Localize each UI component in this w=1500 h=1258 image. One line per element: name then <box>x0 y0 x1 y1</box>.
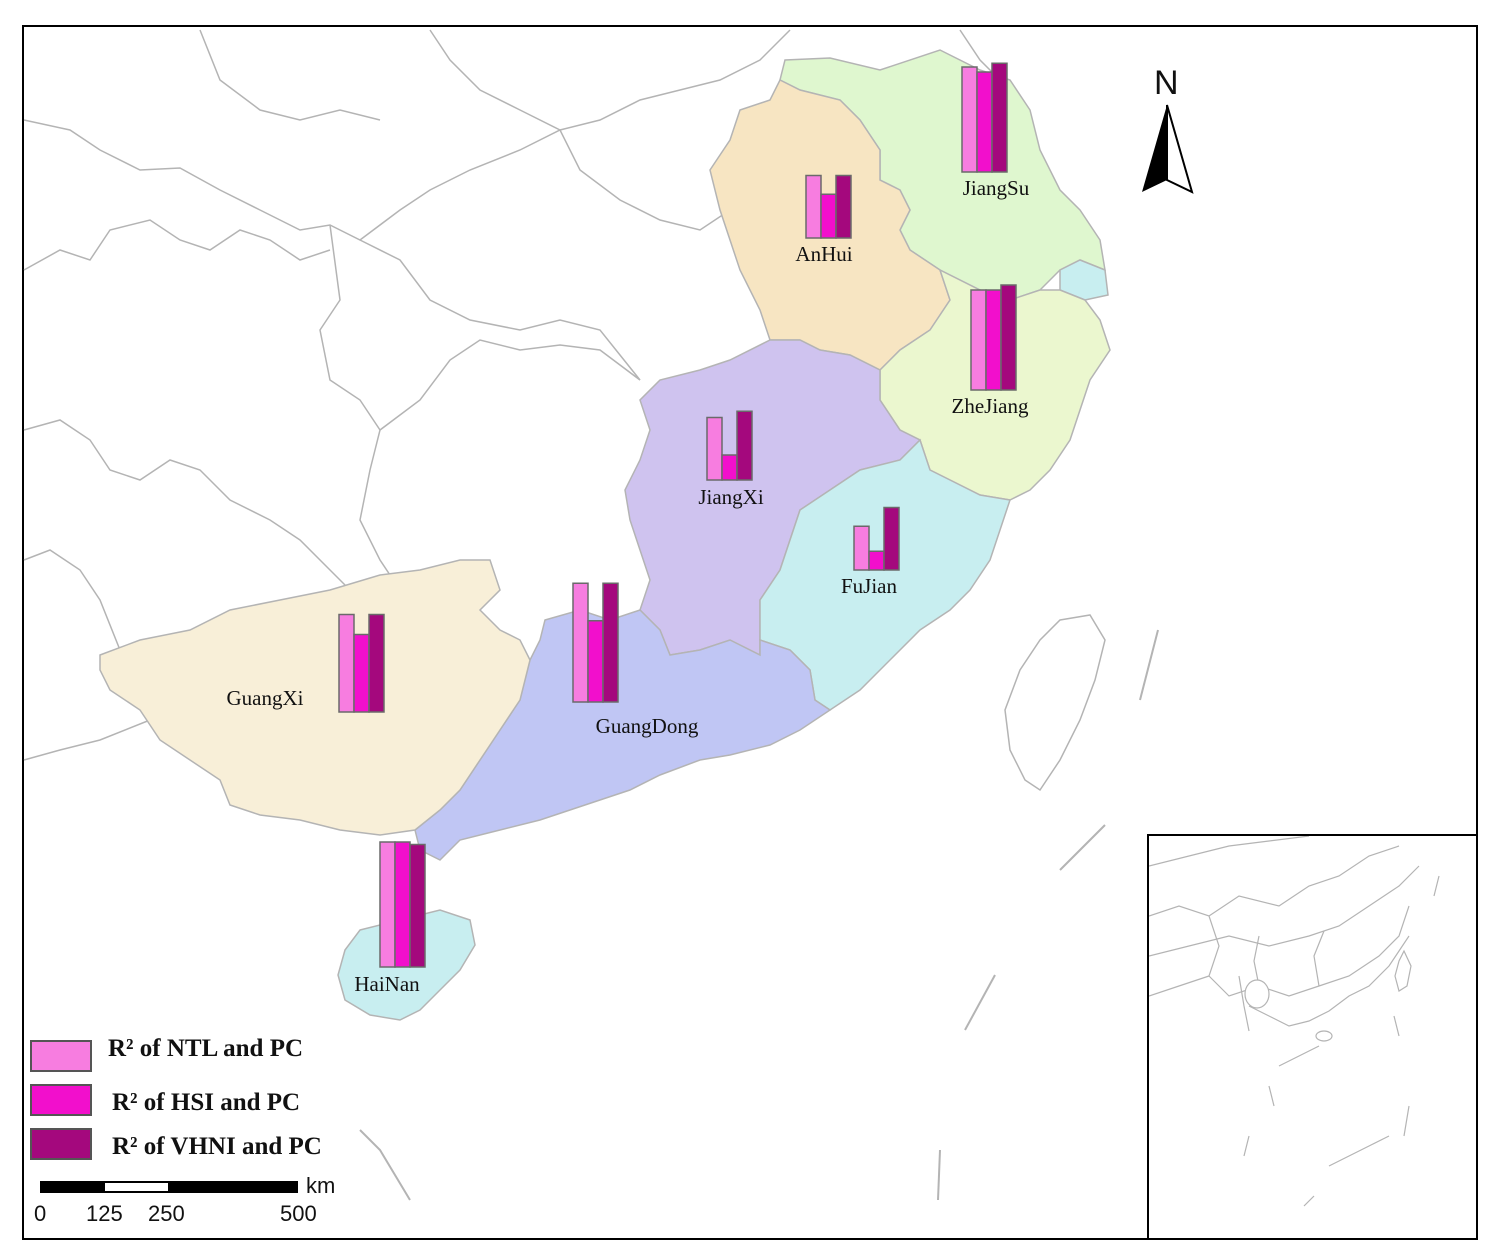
bar-fujian-vhni <box>883 506 900 571</box>
inset-map-outline <box>1149 836 1440 1207</box>
bar-guangxi-ntl <box>338 613 355 713</box>
bar-guangxi-hsi <box>353 633 370 713</box>
bar-zhejiang-ntl <box>970 289 987 391</box>
bars-layer <box>338 62 1017 968</box>
label-guangdong: GuangDong <box>596 714 699 738</box>
bar-zhejiang-vhni <box>1000 284 1017 391</box>
legend-swatch-vhni <box>30 1128 92 1160</box>
scale-tick-0: 0 <box>34 1201 47 1226</box>
province-labels: JiangSu AnHui ZheJiang JiangXi FuJian Gu… <box>227 176 1030 996</box>
guangxi-region[interactable] <box>99 559 531 836</box>
bar-anhui-hsi <box>820 193 837 239</box>
label-fujian: FuJian <box>841 574 898 598</box>
taiwan-outline <box>1004 614 1106 792</box>
sea-lines <box>359 629 1159 1201</box>
bar-guangdong-vhni <box>602 582 619 703</box>
legend-label-ntl: R² of NTL and PC <box>108 1035 304 1062</box>
bar-anhui-vhni <box>835 174 852 239</box>
bar-guangxi-vhni <box>368 613 385 713</box>
north-label: N <box>1154 64 1179 102</box>
scale-bar-graphic <box>40 1181 298 1193</box>
scale-tick-500: 500 <box>280 1201 317 1226</box>
label-hainan: HaiNan <box>354 972 420 996</box>
background-borders <box>23 29 1001 761</box>
label-zhejiang: ZheJiang <box>952 394 1029 418</box>
bar-jiangsu-hsi <box>976 71 993 173</box>
bar-hainan-hsi <box>394 841 411 968</box>
legend-swatch-ntl <box>30 1040 92 1072</box>
legend-label-vhni: R² of VHNI and PC <box>112 1133 322 1160</box>
legend-swatch-hsi <box>30 1084 92 1116</box>
bar-jiangsu-ntl <box>961 66 978 173</box>
scale-unit: km <box>306 1173 336 1198</box>
label-guangxi: GuangXi <box>227 686 304 710</box>
scale-tick-250: 250 <box>148 1201 185 1226</box>
legend-label-hsi: R² of HSI and PC <box>112 1089 301 1116</box>
bar-jiangxi-ntl <box>706 416 723 481</box>
bar-jiangxi-hsi <box>721 454 738 481</box>
bar-fujian-hsi <box>868 550 885 571</box>
inset-map <box>1147 834 1478 1240</box>
study-provinces <box>99 49 1111 1021</box>
bar-fujian-ntl <box>853 525 870 571</box>
bar-hainan-ntl <box>379 841 396 968</box>
label-jiangxi: JiangXi <box>698 485 763 509</box>
map-frame <box>22 25 1478 1240</box>
scale-tick-125: 125 <box>86 1201 123 1226</box>
bar-guangdong-hsi <box>587 620 604 703</box>
label-anhui: AnHui <box>795 242 852 266</box>
bar-hainan-vhni <box>409 843 426 968</box>
label-jiangsu: JiangSu <box>963 176 1030 200</box>
north-arrow-icon <box>1142 104 1194 194</box>
bar-jiangxi-vhni <box>736 410 753 481</box>
bar-zhejiang-hsi <box>985 289 1002 391</box>
bar-guangdong-ntl <box>572 582 589 703</box>
bar-jiangsu-vhni <box>991 62 1008 173</box>
bar-anhui-ntl <box>805 174 822 239</box>
